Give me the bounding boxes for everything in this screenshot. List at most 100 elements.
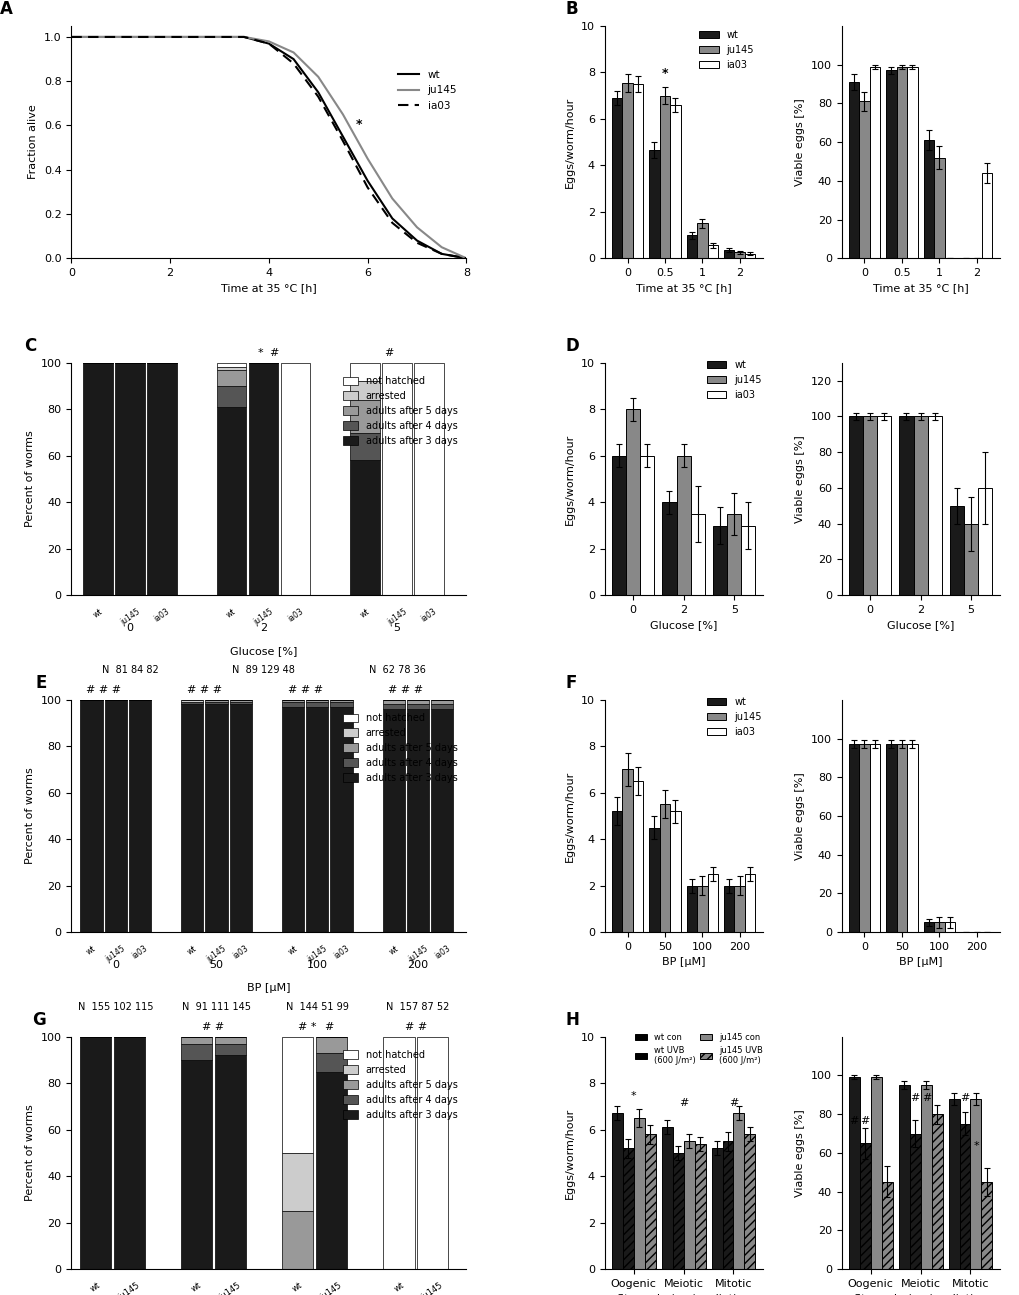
- Text: wt: wt: [185, 944, 199, 957]
- Bar: [922, 922, 933, 932]
- Y-axis label: Percent of worms: Percent of worms: [25, 768, 35, 864]
- Y-axis label: Viable eggs [%]: Viable eggs [%]: [795, 1109, 805, 1197]
- Bar: [694, 1143, 705, 1269]
- Bar: [217, 407, 246, 596]
- Bar: [744, 254, 755, 258]
- Bar: [711, 1149, 721, 1269]
- Text: #: #: [679, 1098, 688, 1109]
- Bar: [659, 96, 669, 258]
- Legend: not hatched, arrested, adults after 5 days, adults after 4 days, adults after 3 : not hatched, arrested, adults after 5 da…: [339, 710, 461, 786]
- Bar: [306, 702, 328, 707]
- Bar: [744, 1134, 755, 1269]
- Text: *: *: [356, 118, 362, 131]
- Bar: [640, 456, 653, 596]
- Bar: [632, 781, 643, 932]
- Y-axis label: Eggs/worm/hour: Eggs/worm/hour: [565, 1107, 575, 1199]
- Bar: [744, 874, 755, 932]
- Text: C: C: [24, 337, 37, 355]
- Bar: [417, 1037, 448, 1269]
- X-axis label: Glucose [%]: Glucose [%]: [887, 620, 954, 631]
- Text: wt: wt: [290, 1281, 305, 1294]
- Bar: [383, 1037, 414, 1269]
- Text: 50: 50: [209, 960, 223, 970]
- Bar: [431, 704, 452, 710]
- Text: 2: 2: [260, 623, 267, 633]
- Text: ju145: ju145: [117, 1281, 142, 1295]
- Bar: [229, 702, 252, 704]
- Bar: [217, 386, 246, 407]
- Y-axis label: Eggs/worm/hour: Eggs/worm/hour: [565, 96, 575, 188]
- Text: N  155 102 115: N 155 102 115: [77, 1002, 153, 1011]
- Bar: [686, 234, 696, 258]
- Bar: [723, 250, 734, 258]
- Bar: [282, 1211, 313, 1269]
- Bar: [622, 83, 632, 258]
- Text: #: #: [848, 1116, 858, 1125]
- Bar: [723, 886, 734, 932]
- Bar: [959, 1124, 969, 1269]
- Bar: [181, 704, 203, 932]
- Text: #: #: [959, 1093, 968, 1102]
- Bar: [431, 710, 452, 932]
- Bar: [922, 140, 933, 258]
- Bar: [848, 745, 858, 932]
- Text: ju145: ju145: [104, 944, 127, 963]
- Bar: [909, 1133, 920, 1269]
- Text: ju145: ju145: [118, 607, 142, 627]
- Bar: [148, 363, 176, 596]
- Y-axis label: Fraction alive: Fraction alive: [29, 105, 39, 180]
- Bar: [217, 363, 246, 368]
- Bar: [980, 1182, 991, 1269]
- Bar: [229, 704, 252, 932]
- Bar: [727, 514, 741, 596]
- Bar: [969, 1098, 980, 1269]
- Legend: not hatched, arrested, adults after 5 days, adults after 4 days, adults after 3 : not hatched, arrested, adults after 5 da…: [339, 373, 461, 449]
- Bar: [306, 699, 328, 702]
- Legend: not hatched, arrested, adults after 5 days, adults after 4 days, adults after 3 : not hatched, arrested, adults after 5 da…: [339, 1046, 461, 1124]
- Bar: [862, 417, 876, 596]
- Bar: [214, 1055, 246, 1269]
- Bar: [330, 702, 353, 707]
- Bar: [622, 769, 632, 932]
- Bar: [913, 417, 926, 596]
- Bar: [859, 1143, 870, 1269]
- Bar: [707, 246, 717, 258]
- Text: # # #: # # #: [86, 685, 121, 695]
- Bar: [734, 886, 744, 932]
- Y-axis label: Viable eggs [%]: Viable eggs [%]: [795, 772, 805, 860]
- Bar: [611, 1114, 623, 1269]
- Text: wt: wt: [92, 607, 104, 619]
- Text: ju145: ju145: [306, 944, 328, 963]
- Bar: [963, 523, 977, 596]
- Bar: [316, 1053, 346, 1071]
- Bar: [869, 745, 879, 932]
- Text: ju145: ju145: [218, 1281, 243, 1295]
- Bar: [350, 382, 379, 400]
- Bar: [382, 699, 405, 704]
- Bar: [721, 1141, 733, 1269]
- Y-axis label: Eggs/worm/hour: Eggs/worm/hour: [565, 434, 575, 524]
- Bar: [249, 363, 278, 596]
- Bar: [611, 812, 622, 932]
- Bar: [431, 699, 452, 704]
- Bar: [217, 368, 246, 370]
- Bar: [280, 363, 310, 596]
- Bar: [330, 707, 353, 932]
- Text: wt: wt: [190, 1281, 203, 1294]
- Bar: [933, 158, 944, 258]
- Y-axis label: Percent of worms: Percent of worms: [25, 431, 35, 527]
- Y-axis label: Eggs/worm/hour: Eggs/worm/hour: [565, 771, 575, 861]
- Bar: [281, 702, 304, 707]
- Bar: [350, 400, 379, 433]
- Bar: [906, 745, 917, 932]
- Bar: [734, 253, 744, 258]
- X-axis label: BP [μM]: BP [μM]: [661, 957, 705, 967]
- Text: H: H: [565, 1011, 579, 1030]
- Bar: [858, 745, 869, 932]
- Bar: [316, 1037, 346, 1053]
- Bar: [180, 1061, 212, 1269]
- Bar: [281, 699, 304, 702]
- Text: ju145: ju145: [319, 1281, 343, 1295]
- Bar: [659, 804, 669, 932]
- Bar: [407, 704, 429, 710]
